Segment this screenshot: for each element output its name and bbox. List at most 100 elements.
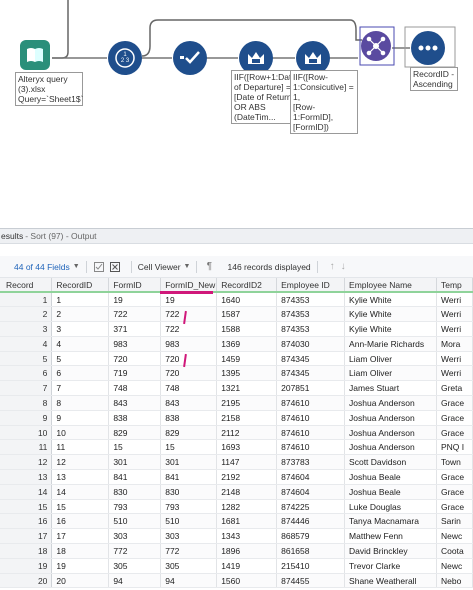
table-cell[interactable]: 207851	[276, 380, 346, 397]
table-cell[interactable]: 15	[51, 499, 110, 515]
table-row[interactable]: 7 7 748 748 1321 207851 James Stuart Greta	[0, 380, 473, 397]
chevron-down-icon[interactable]: ▼	[183, 263, 191, 270]
table-cell[interactable]: 1588	[216, 321, 278, 337]
table-cell[interactable]: Coota	[436, 543, 473, 559]
table-cell[interactable]: 841	[108, 469, 162, 485]
table-cell[interactable]: Nebo	[436, 573, 473, 589]
table-cell[interactable]: 983	[160, 336, 218, 352]
table-cell[interactable]: 793	[160, 499, 218, 515]
table-cell[interactable]: 1	[0, 292, 53, 308]
table-cell[interactable]: 371	[108, 321, 162, 337]
table-cell[interactable]: 874604	[276, 469, 346, 485]
table-cell[interactable]: 7	[0, 380, 53, 397]
table-cell[interactable]: Joshua Anderson	[344, 395, 437, 411]
table-cell[interactable]: Tanya Macnamara	[344, 513, 437, 530]
table-cell[interactable]: Liam Oliver	[344, 351, 437, 367]
table-cell[interactable]: 4	[51, 336, 110, 352]
clear-box-icon[interactable]	[109, 261, 121, 273]
table-cell[interactable]: 1343	[216, 528, 278, 545]
column-header[interactable]: RecordID2	[216, 278, 278, 293]
table-cell[interactable]: Greta	[436, 380, 473, 397]
table-cell[interactable]: 4	[0, 336, 53, 352]
table-cell[interactable]: 94	[160, 573, 218, 589]
table-cell[interactable]: 861658	[276, 543, 346, 559]
table-cell[interactable]: Mora	[436, 336, 473, 352]
table-row[interactable]: 13 13 841 841 2192 874604 Joshua Beale Grace	[0, 469, 473, 485]
table-cell[interactable]: 10	[0, 425, 53, 441]
table-cell[interactable]: 301	[108, 454, 162, 471]
table-cell[interactable]: Grace	[436, 499, 473, 515]
table-cell[interactable]: Joshua Anderson	[344, 439, 437, 456]
table-cell[interactable]: Trevor Clarke	[344, 558, 437, 574]
table-row[interactable]: 8 8 843 843 2195 874610 Joshua Anderson Grace	[0, 395, 473, 411]
table-cell[interactable]: 94	[108, 573, 162, 589]
table-cell[interactable]: 305	[108, 558, 162, 574]
table-cell[interactable]: 874225	[276, 499, 346, 515]
table-cell[interactable]: Werri	[436, 321, 473, 337]
table-cell[interactable]: 873783	[276, 454, 346, 471]
table-row[interactable]: 2 2 722 722 1587 874353 Kylie White Werri	[0, 306, 473, 323]
table-cell[interactable]: Joshua Anderson	[344, 425, 437, 441]
table-row[interactable]: 17 17 303 303 1343 868579 Matthew Fenn Newc	[0, 528, 473, 545]
table-cell[interactable]: 983	[108, 336, 162, 352]
table-cell[interactable]: 215410	[276, 558, 346, 574]
table-row[interactable]: 1 1 19 19 1640 874353 Kylie White Werri	[0, 292, 473, 308]
table-cell[interactable]: Werri	[436, 365, 473, 382]
table-cell[interactable]: 838	[160, 410, 218, 426]
table-row[interactable]: 14 14 830 830 2148 874604 Joshua Beale Grace	[0, 484, 473, 500]
table-cell[interactable]: Joshua Anderson	[344, 410, 437, 426]
table-cell[interactable]: 874353	[276, 292, 346, 308]
chevron-down-icon[interactable]: ▼	[72, 263, 80, 270]
table-cell[interactable]: 510	[160, 513, 218, 530]
table-row[interactable]: 6 6 719 720 1395 874345 Liam Oliver Werri	[0, 365, 473, 382]
table-cell[interactable]: Grace	[436, 469, 473, 485]
table-cell[interactable]: 19	[51, 558, 110, 574]
table-cell[interactable]: Newc	[436, 558, 473, 574]
input-data-tool[interactable]	[20, 40, 50, 70]
check-box-icon[interactable]	[93, 261, 105, 273]
sort-tool[interactable]	[411, 31, 445, 65]
table-cell[interactable]: Grace	[436, 410, 473, 426]
table-cell[interactable]: 18	[0, 543, 53, 559]
column-header[interactable]: Employee Name	[344, 278, 437, 293]
table-cell[interactable]: 720	[160, 351, 218, 367]
table-cell[interactable]: 13	[0, 469, 53, 485]
table-cell[interactable]: 6	[0, 365, 53, 382]
table-cell[interactable]: 1681	[216, 513, 278, 530]
table-cell[interactable]: 1147	[216, 454, 278, 471]
table-cell[interactable]: 874030	[276, 336, 346, 352]
table-cell[interactable]: Werri	[436, 306, 473, 323]
table-cell[interactable]: 11	[51, 439, 110, 456]
table-cell[interactable]: Grace	[436, 395, 473, 411]
table-cell[interactable]: 20	[51, 573, 110, 589]
table-cell[interactable]: 722	[108, 306, 162, 323]
column-header[interactable]: Record	[0, 278, 53, 293]
table-row[interactable]: 3 3 371 722 1588 874353 Kylie White Werri	[0, 321, 473, 337]
table-cell[interactable]: Luke Douglas	[344, 499, 437, 515]
arrow-up-icon[interactable]: ↑	[329, 261, 335, 272]
table-cell[interactable]: 830	[108, 484, 162, 500]
table-cell[interactable]: 874610	[276, 425, 346, 441]
table-cell[interactable]: 510	[108, 513, 162, 530]
cell-viewer-dropdown[interactable]: Cell Viewer	[137, 261, 181, 272]
table-row[interactable]: 5 5 720 720 1459 874345 Liam Oliver Werri	[0, 351, 473, 367]
table-cell[interactable]: 1587	[216, 306, 278, 323]
table-cell[interactable]: 748	[108, 380, 162, 397]
table-cell[interactable]: 843	[108, 395, 162, 411]
table-cell[interactable]: 829	[108, 425, 162, 441]
table-cell[interactable]: 874345	[276, 365, 346, 382]
table-cell[interactable]: 874610	[276, 410, 346, 426]
table-cell[interactable]: Ann-Marie Richards	[344, 336, 437, 352]
table-cell[interactable]: 874345	[276, 351, 346, 367]
table-row[interactable]: 10 10 829 829 2112 874610 Joshua Anderson Grace	[0, 425, 473, 441]
formula-tool-1[interactable]	[239, 41, 273, 75]
table-cell[interactable]: 1896	[216, 543, 278, 559]
table-cell[interactable]: 2192	[216, 469, 278, 485]
table-cell[interactable]: 830	[160, 484, 218, 500]
table-cell[interactable]: 874604	[276, 484, 346, 500]
table-cell[interactable]: 9	[51, 410, 110, 426]
table-cell[interactable]: 2148	[216, 484, 278, 500]
table-cell[interactable]: 1321	[216, 380, 278, 397]
table-cell[interactable]: 5	[0, 351, 53, 367]
table-row[interactable]: 12 12 301 301 1147 873783 Scott Davidson Town	[0, 454, 473, 471]
